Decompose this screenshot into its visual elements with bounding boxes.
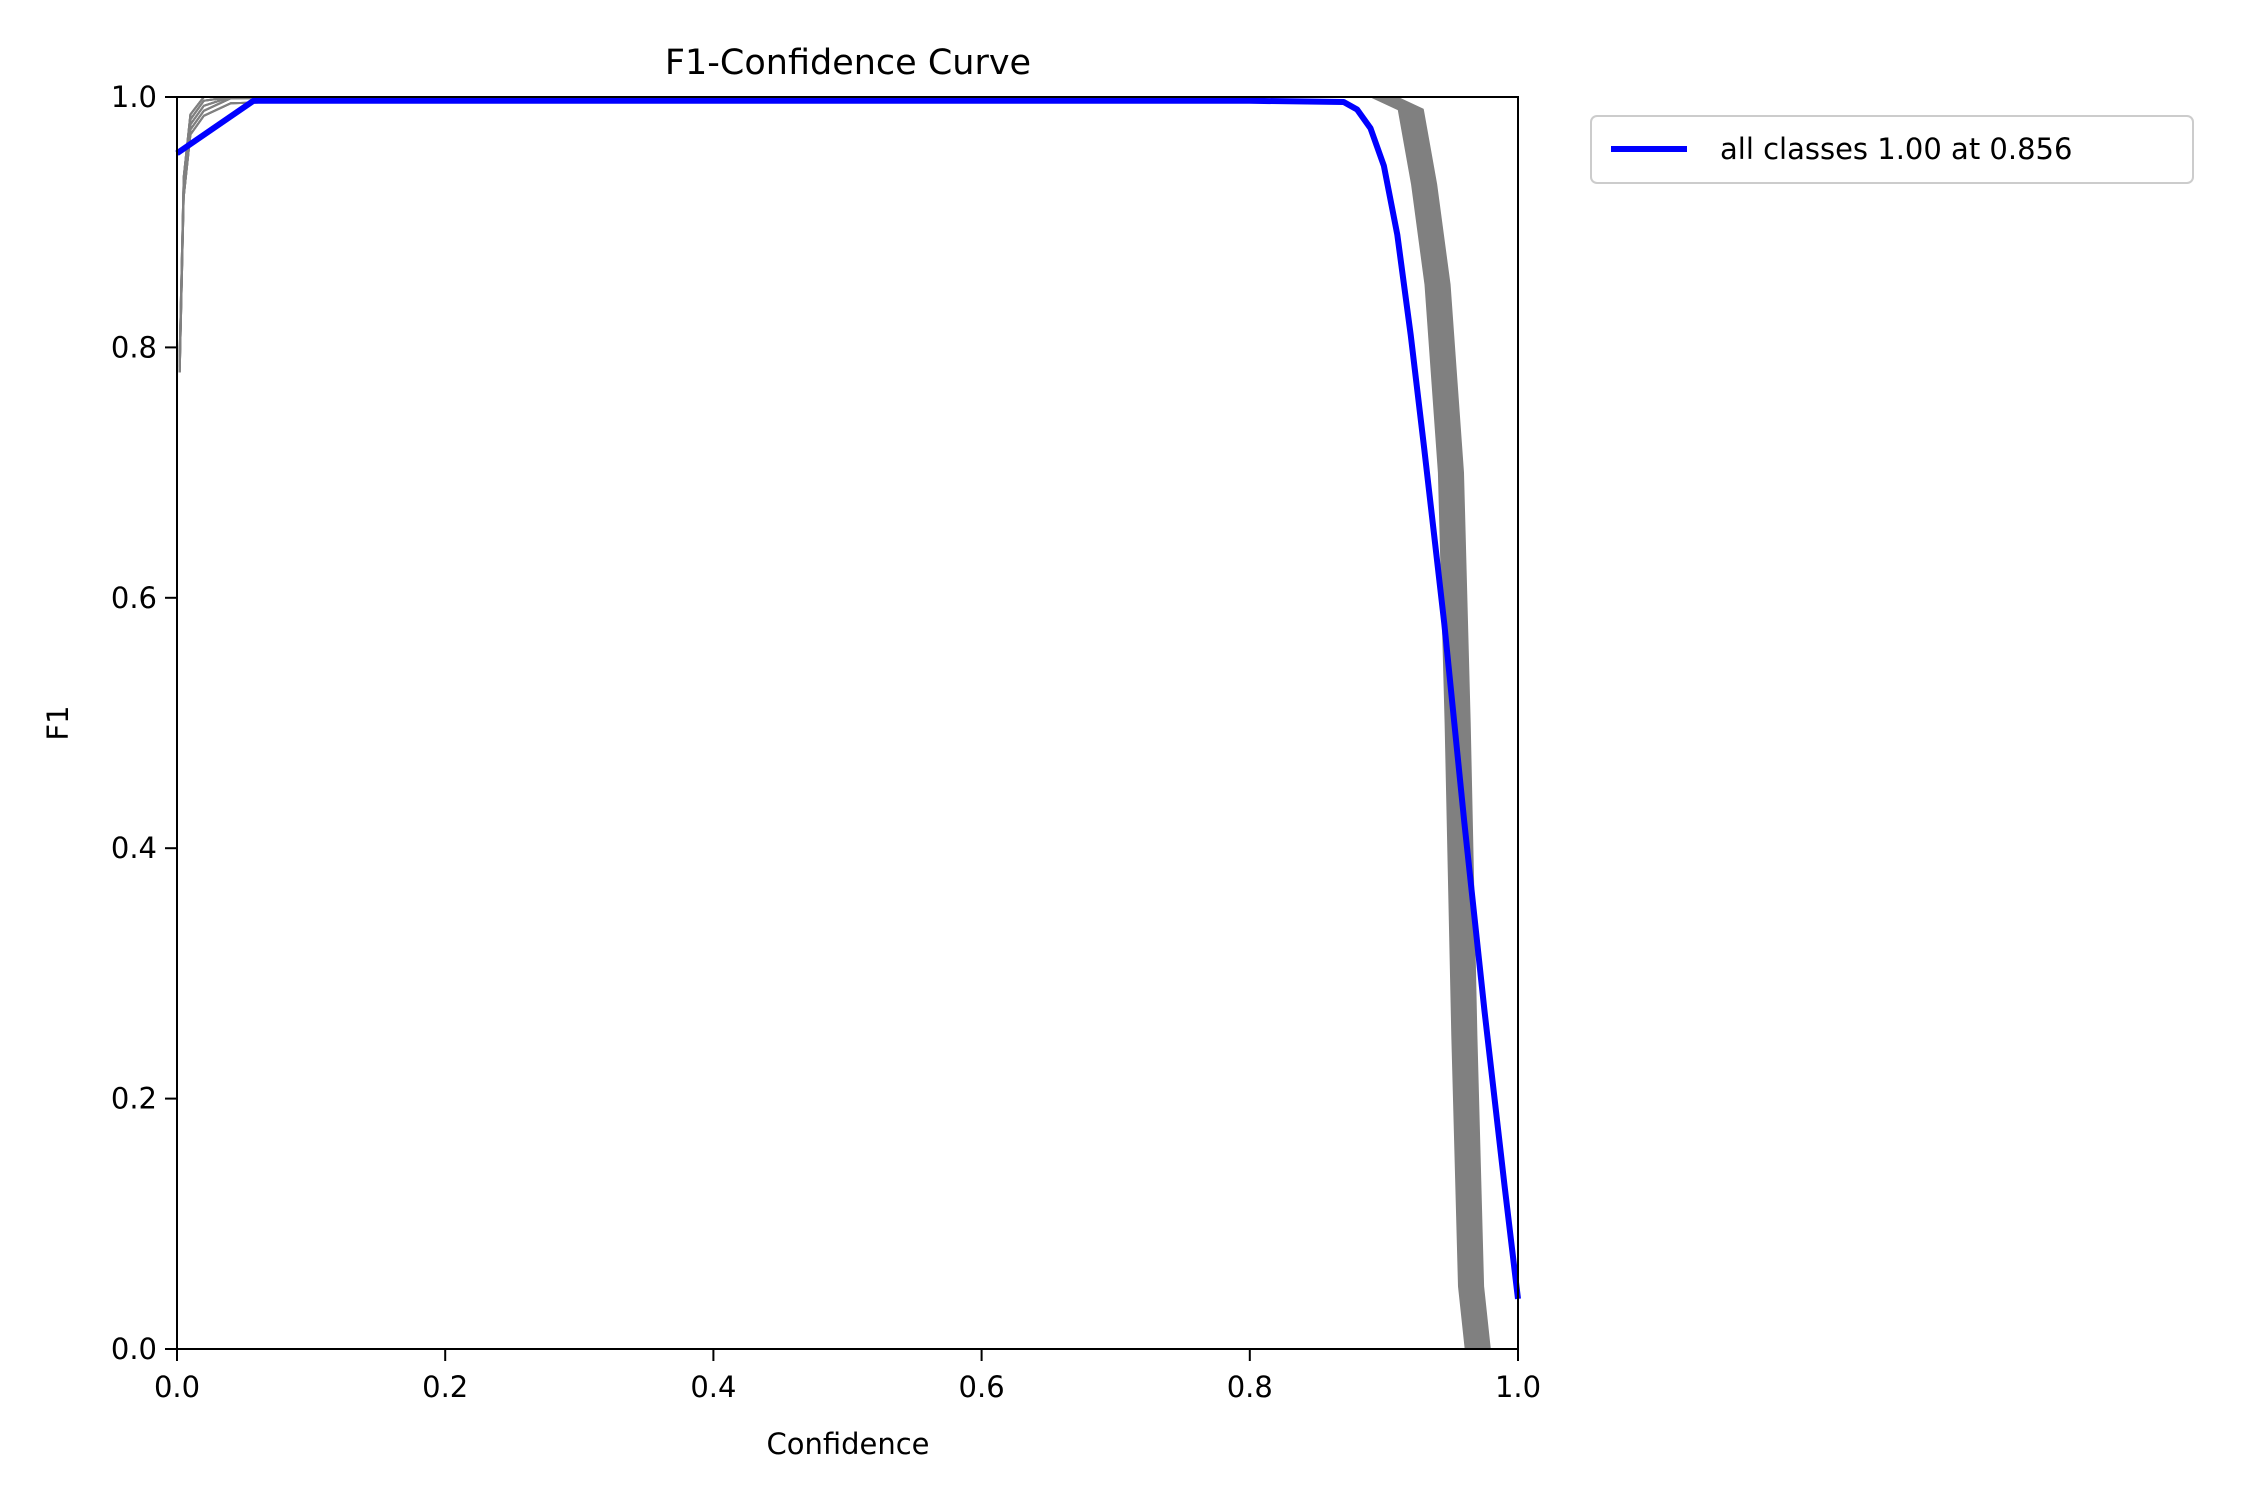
x-tick-label: 0.2 <box>422 1370 468 1404</box>
x-tick-label: 0.0 <box>154 1370 200 1404</box>
plot-background <box>177 97 1518 1349</box>
x-tick-label: 0.6 <box>959 1370 1005 1404</box>
x-tick-label: 0.8 <box>1227 1370 1273 1404</box>
per-class-curves <box>178 96 1518 1350</box>
y-axis-label: F1 <box>41 705 75 740</box>
legend-box <box>1590 115 2194 184</box>
x-axis-label: Confidence <box>766 1427 929 1461</box>
y-tick-label: 0.8 <box>111 330 157 364</box>
x-tick-label: 1.0 <box>1495 1370 1541 1404</box>
all-classes-curve <box>175 97 1521 1300</box>
chart-title: F1-Confidence Curve <box>665 43 1031 83</box>
y-tick-label: 0.2 <box>111 1082 157 1116</box>
y-tick-label: 0.0 <box>111 1332 157 1366</box>
y-tick-label: 1.0 <box>111 80 157 114</box>
axes-frame <box>176 96 1519 1350</box>
legend: all classes 1.00 at 0.856 <box>1590 115 2194 184</box>
x-axis-ticks: 0.0 0.2 0.4 0.6 0.8 1.0 <box>154 1349 1541 1404</box>
y-tick-label: 0.6 <box>111 581 157 615</box>
class-curve <box>178 96 1518 1350</box>
y-tick-label: 0.4 <box>111 831 157 865</box>
plot-area <box>175 96 1521 1350</box>
y-axis-ticks: 0.0 0.2 0.4 0.6 0.8 1.0 <box>111 80 177 1366</box>
x-tick-label: 0.4 <box>690 1370 736 1404</box>
legend-label: all classes 1.00 at 0.856 <box>1720 132 2072 166</box>
